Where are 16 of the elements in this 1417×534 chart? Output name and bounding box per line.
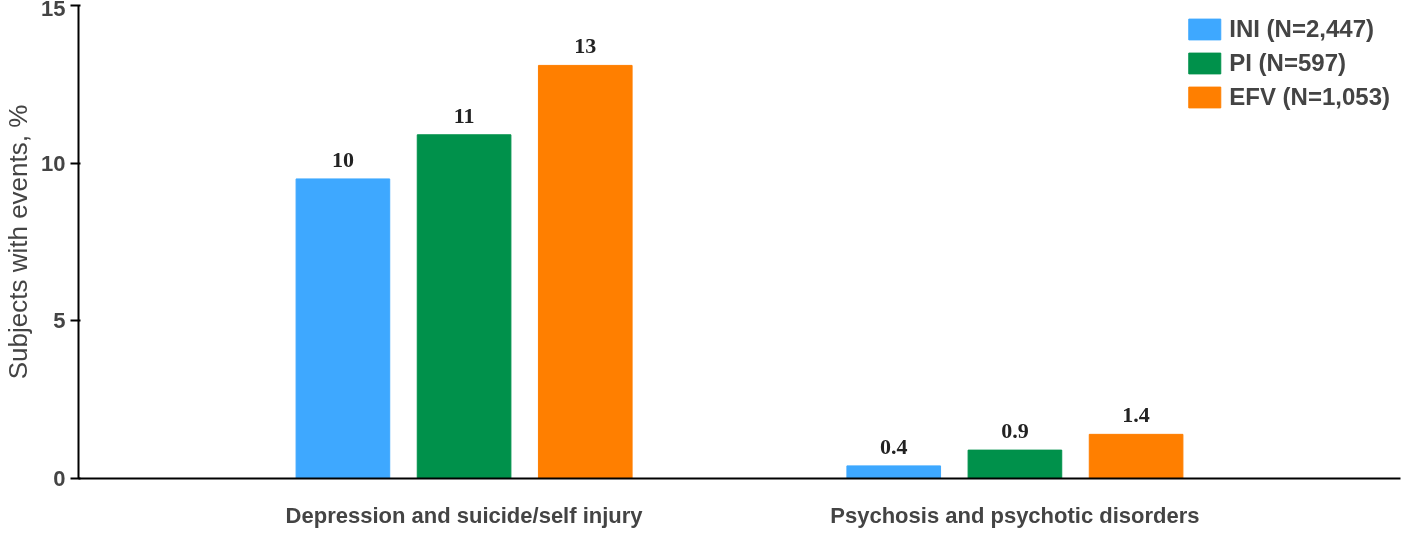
legend-label: EFV (N=1,053) <box>1229 83 1390 111</box>
legend-label: PI (N=597) <box>1229 49 1346 77</box>
data-label: 10 <box>331 146 354 172</box>
legend-label: INI (N=2,447) <box>1229 15 1374 43</box>
data-label: 0.9 <box>1001 418 1029 444</box>
data-label: 1.4 <box>1122 402 1150 428</box>
y-tick-label: 5 <box>53 308 66 334</box>
data-label: 13 <box>574 33 597 59</box>
x-tick-label: Depression and suicide/self injury <box>285 502 644 528</box>
data-label: 11 <box>453 102 475 128</box>
y-tick-label: 15 <box>41 0 66 21</box>
x-tick-label: Psychosis and psychotic disorders <box>830 502 1200 528</box>
y-tick-label: 0 <box>53 466 66 491</box>
y-tick-label: 10 <box>41 150 66 176</box>
data-label: 0.4 <box>879 433 908 459</box>
y-axis-title: Subjects with events, % <box>3 104 34 380</box>
